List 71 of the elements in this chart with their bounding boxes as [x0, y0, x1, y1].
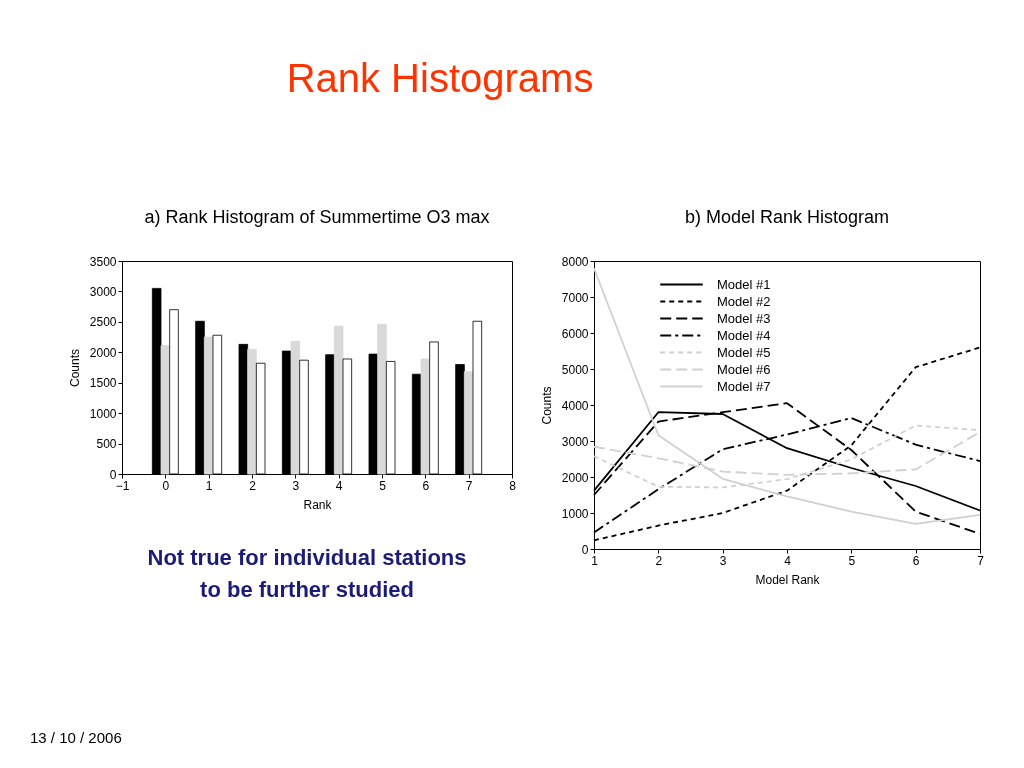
legend-label: Model #5: [717, 344, 771, 360]
y-tick-label: 0: [109, 467, 117, 482]
x-axis-title: Model Rank: [755, 572, 821, 587]
bar: [151, 287, 162, 475]
bar: [342, 358, 353, 475]
bar: [325, 354, 335, 475]
bar: [238, 343, 249, 475]
y-tick-label: 2000: [561, 470, 589, 485]
chart-title: b) Model Rank Histogram: [684, 207, 890, 227]
bar: [299, 359, 309, 475]
x-tick-label: 1: [591, 553, 599, 568]
legend-label: Model #2: [717, 293, 771, 309]
bar: [420, 358, 431, 475]
y-tick-label: 3500: [89, 254, 117, 269]
bar: [385, 361, 396, 475]
y-tick-label: 3000: [561, 434, 589, 449]
bar: [160, 345, 171, 475]
bar: [333, 325, 344, 475]
bar: [290, 340, 301, 475]
bar: [247, 348, 257, 475]
x-tick-label: 8: [509, 478, 517, 493]
bar: [368, 353, 379, 475]
y-tick-label: 1000: [89, 406, 117, 421]
y-tick-label: 5000: [561, 362, 589, 377]
x-tick-label: 0: [162, 478, 170, 493]
chart-title: a) Rank Histogram of Summertime O3 max: [144, 207, 490, 227]
line-series: [593, 267, 981, 525]
legend-label: Model #1: [717, 276, 771, 292]
x-tick-label: 2: [249, 478, 257, 493]
x-tick-label: 6: [912, 553, 920, 568]
x-tick-label: 3: [719, 553, 727, 568]
text: Not true for individual stations to be further studied: [147, 545, 467, 602]
legend-label: Model #3: [717, 310, 771, 326]
bar: [169, 309, 179, 475]
x-tick-label: 5: [848, 553, 856, 568]
x-axis-title: Rank: [303, 497, 333, 512]
y-tick-label: 4000: [561, 398, 589, 413]
x-tick-label: 1: [205, 478, 213, 493]
legend-label: Model #4: [717, 327, 771, 343]
y-tick-label: 6000: [561, 326, 589, 341]
legend-label: Model #7: [717, 378, 771, 394]
bar: [255, 362, 266, 475]
x-tick-label: −1: [115, 478, 130, 493]
y-axis-title: Counts: [539, 386, 554, 425]
y-tick-label: 1000: [561, 506, 589, 521]
x-tick-label: 3: [292, 478, 300, 493]
bar: [429, 341, 439, 475]
y-tick-label: 7000: [561, 290, 589, 305]
y-axis-title: Counts: [67, 348, 82, 388]
bar: [377, 323, 387, 475]
y-tick-label: 1500: [89, 376, 117, 391]
x-tick-label: 2: [655, 553, 663, 568]
text: Rank Histograms: [286, 56, 594, 100]
bar: [455, 364, 465, 475]
x-tick-label: 7: [977, 553, 985, 568]
y-tick-label: 2000: [89, 345, 117, 360]
x-tick-label: 4: [335, 478, 343, 493]
y-tick-label: 8000: [561, 254, 589, 269]
bar: [212, 334, 223, 475]
y-tick-label: 0: [581, 542, 589, 557]
bar: [472, 320, 483, 475]
y-tick-label: 500: [96, 437, 117, 452]
text: 13 / 10 / 2006: [30, 729, 122, 746]
x-tick-label: 5: [379, 478, 387, 493]
x-tick-label: 4: [784, 553, 792, 568]
legend-label: Model #6: [717, 361, 771, 377]
x-tick-label: 7: [465, 478, 473, 493]
y-tick-label: 3000: [89, 284, 117, 299]
y-tick-label: 2500: [89, 315, 117, 330]
bar: [195, 320, 205, 475]
x-tick-label: 6: [422, 478, 430, 493]
